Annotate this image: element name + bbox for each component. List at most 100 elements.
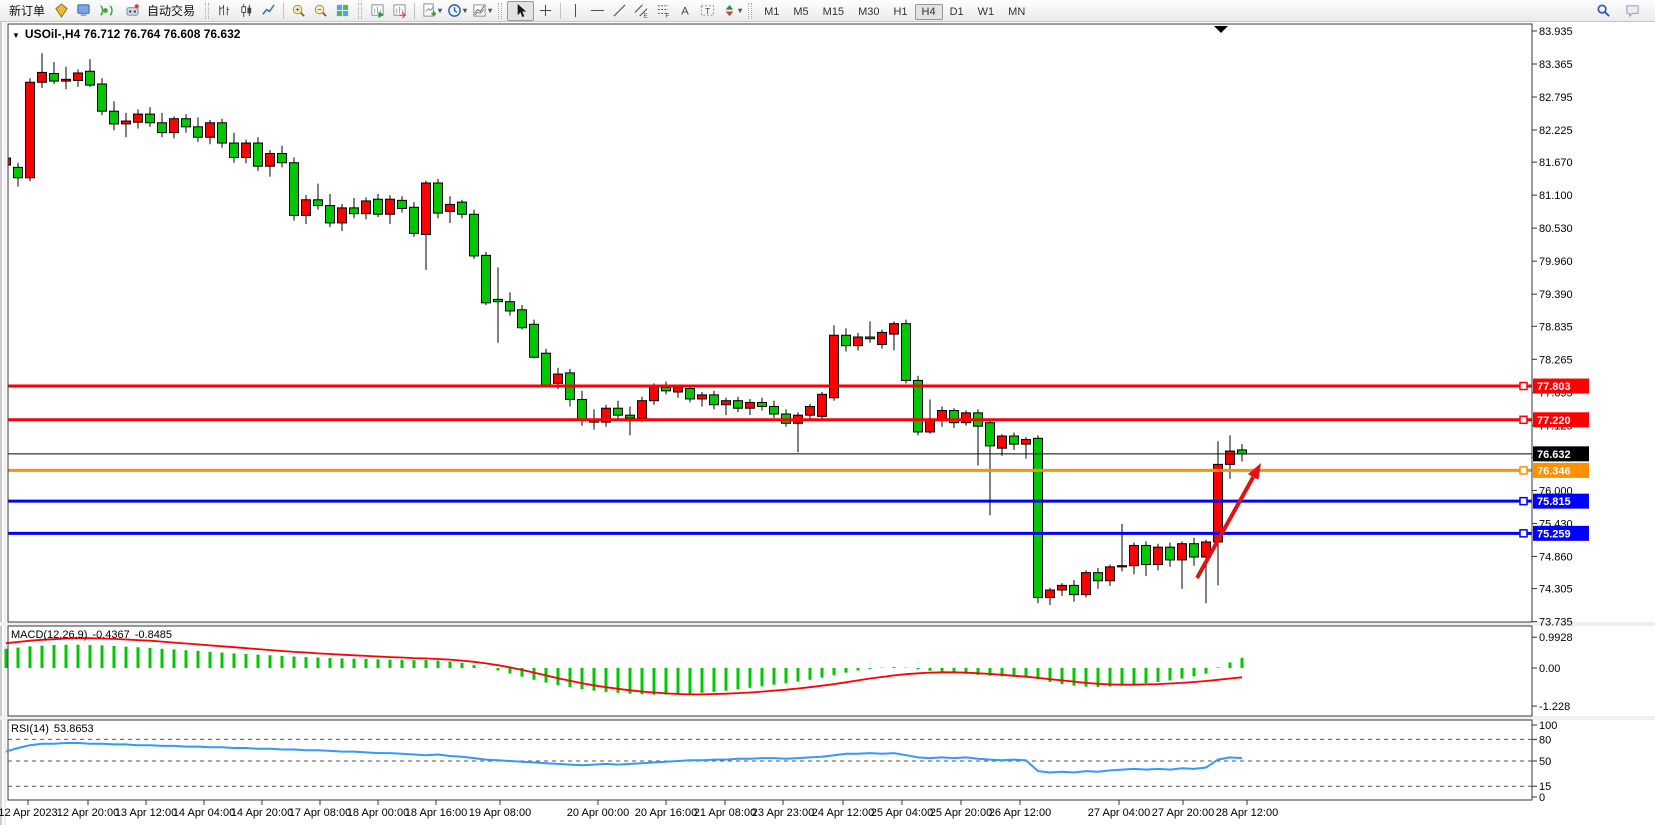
- candle: [805, 405, 815, 416]
- candle: [709, 394, 719, 406]
- chevron-down-icon[interactable]: ▾: [738, 6, 743, 15]
- candle: [1153, 546, 1163, 566]
- toolbar-grip: [498, 2, 503, 19]
- candle: [649, 386, 659, 402]
- candle: [1213, 463, 1223, 543]
- tile-windows-icon[interactable]: [332, 2, 353, 20]
- strategy-tester-icon[interactable]: [367, 2, 388, 20]
- candle: [313, 199, 323, 207]
- timeframe-h4[interactable]: H4: [914, 3, 943, 20]
- time-tick: 28 Apr 12:00: [1216, 807, 1278, 819]
- candle: [625, 414, 635, 419]
- text-icon[interactable]: A: [675, 2, 696, 20]
- candle: [553, 373, 563, 384]
- time-tick: 27 Apr 20:00: [1152, 807, 1214, 819]
- toolbar-separator: [560, 2, 562, 19]
- time-tick: 21 Apr 08:00: [694, 807, 756, 819]
- zoom-out-icon[interactable]: [310, 2, 331, 20]
- rsi-panel: [5, 738, 1532, 787]
- trendline-icon[interactable]: [609, 2, 630, 20]
- price-tag-label: 76.346: [1537, 465, 1571, 477]
- collapse-arrow-icon[interactable]: ▼: [12, 31, 20, 40]
- candle: [289, 162, 299, 216]
- main-toolbar: 新订单 自动交易 ▾ ▾ ▾ E F A T ▾ M1 M5 M15 M30 H1 H4 D…: [0, 0, 1655, 22]
- hline-handle[interactable]: [1519, 466, 1528, 475]
- cursor-icon[interactable]: [507, 0, 535, 21]
- panel-divider[interactable]: [0, 716, 1655, 720]
- candle: [277, 152, 287, 164]
- vertical-line-icon[interactable]: [565, 2, 586, 20]
- timeframe-m15[interactable]: M15: [822, 5, 845, 18]
- price-tag: [1533, 446, 1589, 462]
- arrows-icon[interactable]: [719, 2, 740, 20]
- timeframe-h1[interactable]: H1: [893, 5, 908, 18]
- chevron-down-icon[interactable]: ▾: [438, 6, 443, 15]
- market-watch-icon[interactable]: [51, 2, 72, 20]
- rsi-line: [5, 742, 1243, 774]
- timeframe-m30[interactable]: M30: [858, 5, 880, 18]
- hline-handle[interactable]: [1519, 415, 1528, 425]
- macd-name: MACD(12,26,9): [11, 629, 88, 641]
- auto-trading-icon: [122, 2, 143, 20]
- time-tick: 27 Apr 04:00: [1088, 807, 1150, 819]
- rsi-scale-tick: 50: [1539, 756, 1551, 768]
- timeframe-m1[interactable]: M1: [764, 5, 780, 18]
- data-window-icon[interactable]: [73, 2, 94, 20]
- candle: [1225, 450, 1235, 465]
- chart-title-text: USOil-,H4 76.712 76.764 76.608 76.632: [24, 27, 241, 41]
- arrow-head[interactable]: [1247, 463, 1261, 480]
- candle: [613, 407, 623, 416]
- timeframe-d1[interactable]: D1: [949, 5, 964, 18]
- chart-shift-marker[interactable]: [1214, 26, 1228, 33]
- chevron-down-icon[interactable]: ▾: [463, 6, 468, 15]
- candle: [697, 394, 707, 400]
- macd-label: MACD(12,26,9) -0.4367 -0.8485: [11, 629, 177, 641]
- arrow-annotation[interactable]: [1195, 476, 1255, 579]
- hline-handle[interactable]: [1519, 496, 1528, 506]
- period-icon[interactable]: [444, 2, 465, 20]
- templates-icon[interactable]: [469, 2, 490, 20]
- chevron-down-icon[interactable]: ▾: [488, 6, 493, 15]
- line-chart-icon[interactable]: [258, 2, 279, 20]
- hline-handle[interactable]: [1519, 529, 1528, 538]
- rsi-scale-tick: 15: [1539, 781, 1551, 793]
- toolbar-grip: [205, 2, 210, 19]
- panel-divider[interactable]: [0, 622, 1655, 626]
- horizontal-line-icon[interactable]: [587, 2, 608, 20]
- rsi-scale-tick: 0: [1539, 792, 1545, 804]
- auto-trading-label: 自动交易: [147, 4, 196, 18]
- timeframe-mn[interactable]: MN: [1008, 5, 1026, 18]
- price-tick: 78.265: [1539, 354, 1573, 366]
- auto-trading-button[interactable]: 自动交易: [117, 1, 200, 21]
- hline-handle[interactable]: [1519, 381, 1528, 391]
- candlestick-chart-icon[interactable]: [236, 2, 257, 20]
- text-label-icon[interactable]: T: [697, 2, 718, 20]
- zoom-in-icon[interactable]: [288, 2, 309, 20]
- candle: [949, 410, 959, 424]
- price-tick: 80.530: [1539, 223, 1573, 235]
- svg-text:F: F: [665, 13, 669, 18]
- candle: [1093, 572, 1103, 582]
- crosshair-icon[interactable]: [535, 2, 556, 20]
- signals-icon[interactable]: [95, 2, 116, 20]
- candle: [577, 399, 587, 421]
- new-chart-icon[interactable]: [419, 2, 440, 20]
- candle: [757, 401, 767, 407]
- equidistant-channel-icon[interactable]: E: [631, 2, 652, 20]
- toolbar-grip: [748, 2, 753, 19]
- fibonacci-icon[interactable]: F: [653, 2, 674, 20]
- toolbar-separator: [414, 2, 416, 19]
- search-icon[interactable]: [1593, 2, 1614, 20]
- candle: [37, 71, 47, 83]
- new-order-button[interactable]: 新订单: [4, 1, 50, 20]
- price-tag-label: 75.259: [1537, 528, 1571, 540]
- timeframe-w1[interactable]: W1: [977, 5, 995, 18]
- timeframe-m5[interactable]: M5: [793, 5, 809, 18]
- candle: [913, 379, 923, 433]
- bar-chart-icon[interactable]: [214, 2, 235, 20]
- step-forward-icon[interactable]: [389, 2, 410, 20]
- candle: [49, 73, 59, 82]
- chat-icon[interactable]: [1622, 2, 1643, 20]
- candle: [733, 400, 743, 409]
